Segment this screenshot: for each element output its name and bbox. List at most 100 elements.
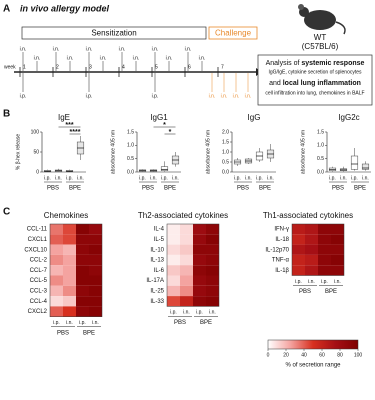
route-label: i.p. (86, 93, 93, 99)
panel-title: in vivo allergy model (20, 3, 110, 13)
route-label: i.n. (245, 93, 252, 99)
colorbar-tick-label: 60 (319, 352, 325, 358)
y-tick-label: 1.5 (222, 139, 229, 145)
heatmap-frame (49, 223, 103, 317)
row-label: IL-12p70 (265, 247, 289, 253)
mouse-icon (298, 4, 346, 35)
panel-label: C (3, 207, 10, 218)
heatmap-cell (193, 234, 206, 245)
analysis-text: systemic response (301, 60, 364, 67)
heatmap-cell (63, 244, 76, 255)
x-tick-label: i.n. (334, 279, 341, 285)
heatmap-cell (89, 296, 102, 307)
colorbar-tick-label: 80 (337, 352, 343, 358)
heatmap-cell (76, 306, 89, 317)
analysis-box (257, 54, 373, 106)
week-number: 7 (221, 64, 224, 70)
group-label: PBS (299, 289, 311, 295)
heatmap-cell (206, 265, 219, 276)
row-label: CXCL10 (24, 247, 47, 253)
y-axis-label: absorbance 405 nm (300, 130, 306, 174)
row-label: CXCL1 (28, 237, 48, 243)
group-label: PBS (332, 186, 344, 192)
x-tick-label: i.n. (209, 310, 216, 316)
route-label: i.n. (166, 55, 173, 61)
heatmap-frame (291, 223, 345, 276)
panel-label: B (3, 109, 10, 120)
group-label: PBS (174, 320, 186, 326)
route-label: i.n. (133, 55, 140, 61)
y-tick-label: 1.0 (222, 149, 229, 155)
chart-title: IgE (58, 113, 70, 122)
chart-title: Th1-associated cytokines (263, 211, 353, 220)
y-tick-label: 1.5 (127, 129, 134, 135)
chart-title: IgG (248, 113, 261, 122)
analysis-text: and local lung inflammation (269, 80, 361, 87)
x-tick-label: i.n. (245, 175, 252, 181)
heatmap-cell (76, 234, 89, 245)
heatmap-cell (180, 234, 193, 245)
challenge: Challenge (215, 29, 252, 38)
box (350, 155, 359, 170)
x-tick-label: i.p. (161, 175, 168, 181)
colorbar-tick-label: 100 (354, 352, 363, 358)
heatmap-cell (193, 296, 206, 307)
heatmap-cell (76, 244, 89, 255)
heatmap-cell (89, 244, 102, 255)
heatmap-cell (331, 265, 344, 276)
heatmap-cell (180, 296, 193, 307)
mouse-strain: (C57BL/6) (302, 42, 339, 51)
route-label: i.n. (119, 46, 126, 52)
heatmap-cell (318, 234, 331, 245)
heatmap-cell (76, 265, 89, 276)
mouse-strain: WT (314, 33, 327, 42)
route-label: i.n. (34, 55, 41, 61)
group-label: PBS (142, 186, 154, 192)
x-tick-label: i.p. (170, 310, 177, 316)
heatmap-cell (63, 306, 76, 317)
group-label: PBS (47, 186, 59, 192)
x-tick-label: i.p. (139, 175, 146, 181)
y-tick-label: 1.0 (317, 143, 324, 149)
row-label: IL-4 (154, 227, 165, 233)
heatmap-cell (167, 265, 180, 276)
route-label: i.n. (67, 55, 74, 61)
x-tick-label: i.p. (79, 320, 86, 326)
y-tick-label: 0 (36, 169, 39, 175)
heatmap-cell (89, 254, 102, 266)
row-label: IL-1β (275, 268, 289, 274)
heatmap-cell (206, 275, 219, 286)
challenge-box (208, 26, 258, 40)
significance-label: * (169, 129, 172, 136)
route-label: i.n. (53, 46, 60, 52)
x-tick-label: i.n. (172, 175, 179, 181)
heatmap-cell (193, 275, 206, 286)
analysis-text: cell infiltration into lung, chemokines … (265, 90, 364, 96)
heatmap-cell (292, 224, 305, 235)
heatmap-cell (305, 224, 318, 235)
heatmap-cell (63, 254, 76, 266)
y-tick-label: 0.5 (317, 156, 324, 162)
sensitization: Sensitization (91, 29, 136, 38)
heatmap-cell (89, 275, 102, 286)
week-number: 3 (89, 64, 92, 70)
heatmap-cell (331, 254, 344, 266)
x-tick-label: i.p. (329, 175, 336, 181)
heatmap-cell (167, 275, 180, 286)
y-tick-label: 2.0 (222, 129, 229, 135)
heatmap-cell (206, 296, 219, 307)
analysis-text: and (269, 80, 283, 87)
x-tick-label: i.n. (77, 175, 84, 181)
row-label: IL-6 (154, 268, 165, 274)
x-tick-label: i.n. (92, 320, 99, 326)
heatmap-cell (50, 254, 63, 266)
heatmap-cell (63, 265, 76, 276)
row-label: IL-25 (150, 289, 164, 295)
sensitization-box (21, 26, 207, 40)
heatmap-cell (89, 285, 102, 297)
week-label: week (4, 64, 16, 70)
row-label: CCL-11 (27, 227, 48, 233)
row-label: CCL-3 (30, 289, 48, 295)
row-label: CCL-4 (30, 299, 48, 305)
